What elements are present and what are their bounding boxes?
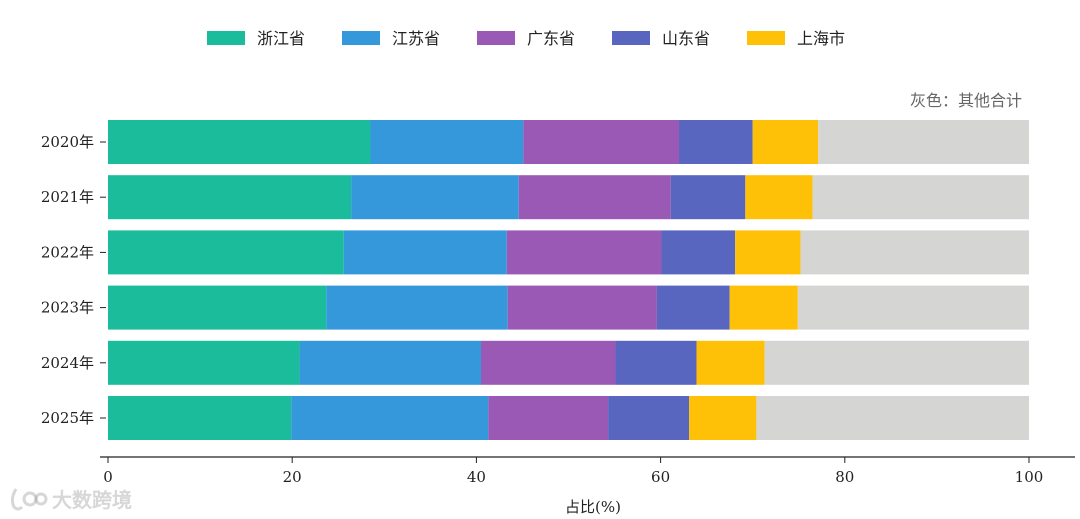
bar-2025年-山东省 bbox=[608, 396, 690, 440]
category-label: 2022年 bbox=[41, 243, 94, 261]
x-tick-label: 100 bbox=[1015, 468, 1044, 486]
x-tick-label: 0 bbox=[103, 468, 113, 486]
legend-label: 山东省 bbox=[662, 29, 710, 48]
bar-2022年-广东省 bbox=[506, 230, 662, 275]
bar-2021年-浙江省 bbox=[108, 175, 352, 220]
legend-label: 上海市 bbox=[797, 29, 845, 48]
bar-2021年-广东省 bbox=[518, 175, 671, 220]
bar-2024年-浙江省 bbox=[108, 340, 300, 385]
x-tick-label: 20 bbox=[283, 468, 302, 486]
bar-2024年-上海市 bbox=[696, 340, 765, 385]
category-label: 2020年 bbox=[41, 133, 94, 151]
watermark: 大数跨境 bbox=[8, 484, 132, 513]
bar-2022年-浙江省 bbox=[108, 230, 344, 275]
bar-2020年-浙江省 bbox=[108, 120, 371, 164]
bar-2021年-其他合计 bbox=[812, 175, 1029, 220]
category-labels: 2020年 2021年 2022年 2023年 2024年 2025年 bbox=[41, 133, 106, 427]
bar-2024年-江苏省 bbox=[299, 340, 482, 385]
watermark-text: 大数跨境 bbox=[52, 488, 132, 512]
bar-2022年-山东省 bbox=[661, 230, 736, 275]
bar-2020年-山东省 bbox=[679, 120, 753, 164]
bar-2023年-广东省 bbox=[507, 285, 657, 330]
bar-2020年-上海市 bbox=[752, 120, 819, 164]
bar-2024年-山东省 bbox=[615, 340, 697, 385]
bar-2023年-上海市 bbox=[729, 285, 798, 330]
legend-swatch bbox=[477, 31, 515, 45]
bar-2022年-其他合计 bbox=[800, 230, 1029, 275]
category-label: 2023年 bbox=[41, 299, 94, 317]
legend-swatch bbox=[342, 31, 380, 45]
category-label: 2025年 bbox=[41, 409, 94, 427]
bar-2022年-江苏省 bbox=[343, 230, 507, 275]
bar-2025年-浙江省 bbox=[108, 396, 292, 440]
bar-2020年-江苏省 bbox=[370, 120, 524, 164]
bar-2025年-江苏省 bbox=[291, 396, 489, 440]
legend-label: 浙江省 bbox=[257, 29, 305, 48]
x-axis-label: 占比(%) bbox=[565, 498, 621, 516]
bar-2021年-上海市 bbox=[745, 175, 813, 220]
bar-2023年-山东省 bbox=[656, 285, 730, 330]
bar-2024年-广东省 bbox=[481, 340, 616, 385]
legend: 浙江省 江苏省 广东省 山东省 上海市 bbox=[207, 29, 845, 48]
bar-2025年-其他合计 bbox=[756, 396, 1029, 440]
bar-2020年-广东省 bbox=[523, 120, 680, 164]
bar-2023年-浙江省 bbox=[108, 285, 327, 330]
bars bbox=[108, 120, 1029, 440]
bar-2020年-其他合计 bbox=[818, 120, 1029, 164]
bar-2023年-江苏省 bbox=[326, 285, 508, 330]
brand-logo-icon bbox=[10, 487, 48, 510]
category-label: 2024年 bbox=[41, 354, 94, 372]
gray-note: 灰色：其他合计 bbox=[910, 91, 1022, 110]
legend-swatch bbox=[612, 31, 650, 45]
category-label: 2021年 bbox=[41, 188, 94, 206]
x-tick-label: 80 bbox=[835, 468, 854, 486]
legend-label: 江苏省 bbox=[392, 29, 440, 48]
x-tick-label: 60 bbox=[651, 468, 670, 486]
legend-swatch bbox=[207, 31, 245, 45]
bar-2025年-上海市 bbox=[689, 396, 757, 440]
bar-2024年-其他合计 bbox=[764, 340, 1029, 385]
bar-2021年-江苏省 bbox=[351, 175, 519, 220]
bar-2023年-其他合计 bbox=[797, 285, 1029, 330]
legend-label: 广东省 bbox=[527, 29, 575, 48]
x-tick-label: 40 bbox=[467, 468, 486, 486]
bar-2025年-广东省 bbox=[488, 396, 609, 440]
x-axis: 0 20 40 60 80 100 bbox=[100, 456, 1075, 486]
bar-2022年-上海市 bbox=[735, 230, 801, 275]
legend-swatch bbox=[747, 31, 785, 45]
bar-2021年-山东省 bbox=[670, 175, 746, 220]
